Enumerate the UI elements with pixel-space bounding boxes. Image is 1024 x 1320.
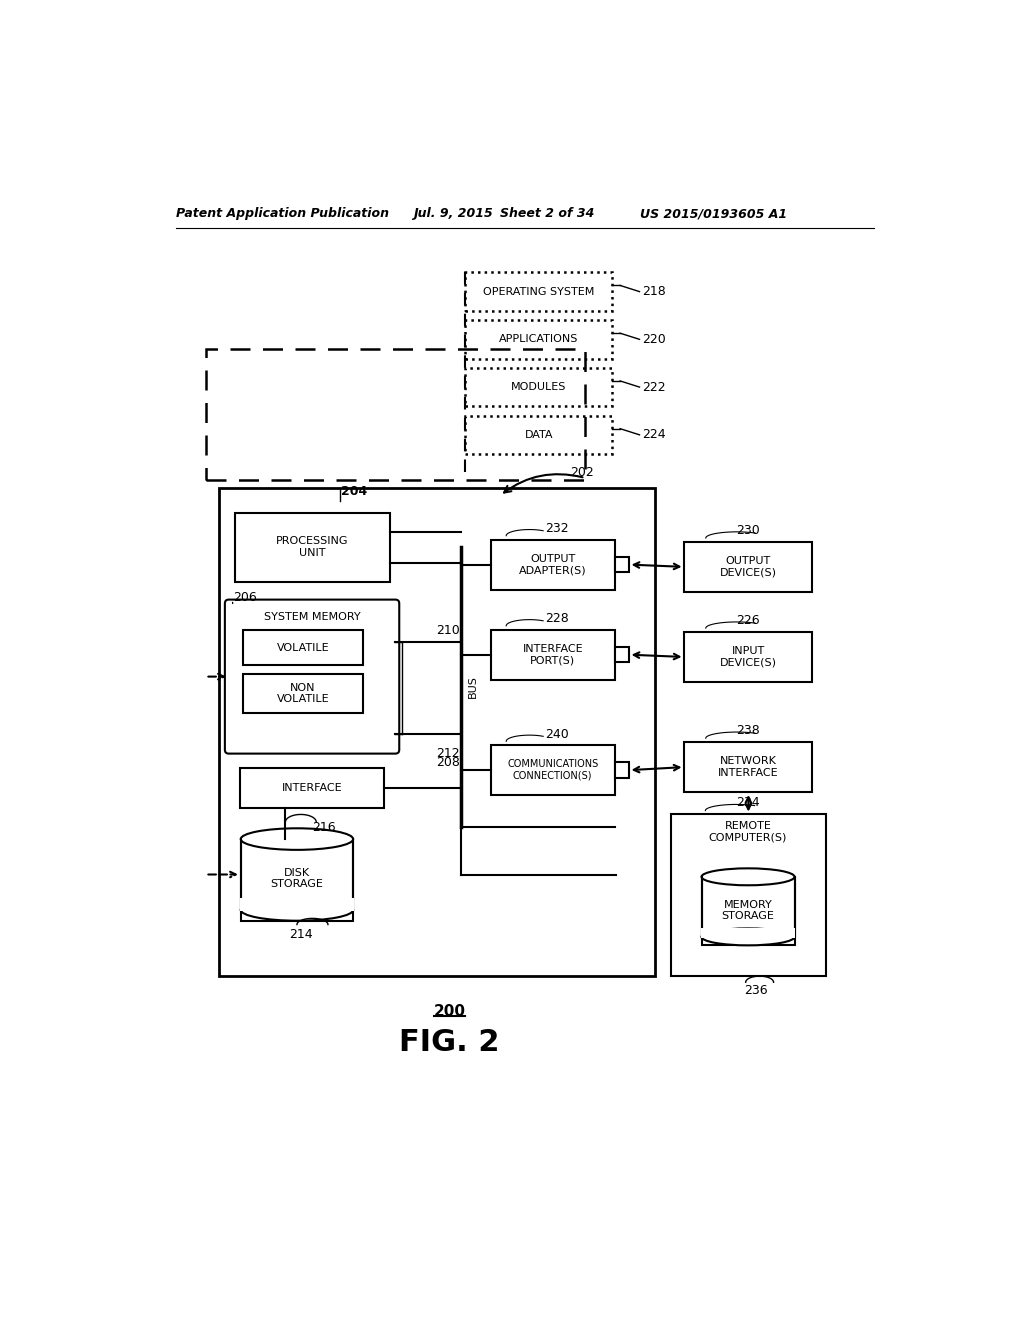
Text: 224: 224 — [642, 428, 666, 441]
Text: DISK
STORAGE: DISK STORAGE — [270, 867, 324, 890]
Ellipse shape — [701, 928, 795, 945]
Text: 200: 200 — [433, 1005, 466, 1019]
Text: 214: 214 — [289, 928, 312, 941]
Text: COMMUNICATIONS
CONNECTION(S): COMMUNICATIONS CONNECTION(S) — [507, 759, 598, 781]
Bar — [465, 416, 612, 454]
Bar — [465, 272, 612, 312]
Bar — [684, 742, 812, 792]
Text: OUTPUT
ADAPTER(S): OUTPUT ADAPTER(S) — [519, 554, 587, 576]
Text: 220: 220 — [642, 333, 666, 346]
Bar — [614, 557, 629, 573]
Ellipse shape — [701, 869, 795, 886]
Bar — [219, 488, 655, 977]
FancyBboxPatch shape — [225, 599, 399, 754]
Ellipse shape — [241, 899, 353, 921]
Text: BUS: BUS — [467, 676, 477, 698]
Text: 230: 230 — [736, 524, 760, 537]
Text: OPERATING SYSTEM: OPERATING SYSTEM — [483, 286, 595, 297]
Text: 202: 202 — [569, 466, 594, 479]
Text: 204: 204 — [341, 486, 368, 499]
Bar — [234, 512, 390, 582]
Bar — [671, 814, 825, 977]
Bar — [684, 632, 812, 682]
Text: US 2015/0193605 A1: US 2015/0193605 A1 — [640, 207, 786, 220]
Text: REMOTE
COMPUTER(S): REMOTE COMPUTER(S) — [709, 821, 787, 842]
Bar — [490, 630, 614, 680]
Text: INTERFACE: INTERFACE — [282, 783, 342, 793]
Text: Jul. 9, 2015: Jul. 9, 2015 — [414, 207, 493, 220]
Bar — [700, 928, 796, 937]
Bar — [243, 675, 362, 713]
Bar — [701, 876, 795, 945]
Text: Patent Application Publication: Patent Application Publication — [176, 207, 389, 220]
Text: INTERFACE
PORT(S): INTERFACE PORT(S) — [522, 644, 583, 665]
Bar — [465, 368, 612, 407]
Bar — [614, 763, 629, 777]
Bar — [241, 768, 384, 808]
Text: MODULES: MODULES — [511, 381, 566, 392]
Text: 238: 238 — [736, 723, 760, 737]
Text: 212: 212 — [436, 747, 460, 760]
Text: 236: 236 — [744, 983, 768, 997]
Text: 232: 232 — [545, 523, 568, 536]
Text: MEMORY
STORAGE: MEMORY STORAGE — [722, 900, 774, 921]
Bar — [614, 647, 629, 663]
Text: NON
VOLATILE: NON VOLATILE — [276, 682, 329, 705]
Text: VOLATILE: VOLATILE — [276, 643, 329, 652]
Bar — [206, 350, 586, 480]
Bar — [490, 540, 614, 590]
Bar — [243, 631, 362, 665]
Text: 226: 226 — [736, 614, 760, 627]
Text: FIG. 2: FIG. 2 — [399, 1028, 500, 1057]
Bar — [490, 744, 614, 795]
Text: 218: 218 — [642, 285, 666, 298]
Text: SYSTEM MEMORY: SYSTEM MEMORY — [264, 612, 360, 622]
Text: APPLICATIONS: APPLICATIONS — [499, 334, 579, 345]
Text: Sheet 2 of 34: Sheet 2 of 34 — [500, 207, 594, 220]
Bar — [241, 840, 353, 921]
Text: NETWORK
INTERFACE: NETWORK INTERFACE — [718, 756, 778, 777]
Text: PROCESSING
UNIT: PROCESSING UNIT — [276, 536, 349, 558]
Bar — [684, 543, 812, 591]
Text: 216: 216 — [312, 821, 336, 834]
Ellipse shape — [241, 829, 353, 850]
Bar — [240, 899, 354, 911]
Text: 240: 240 — [545, 727, 568, 741]
Text: 222: 222 — [642, 380, 666, 393]
Text: 208: 208 — [436, 755, 460, 768]
Text: 228: 228 — [545, 612, 568, 626]
Text: 234: 234 — [736, 796, 760, 809]
Text: OUTPUT
DEVICE(S): OUTPUT DEVICE(S) — [720, 556, 777, 578]
Bar — [465, 321, 612, 359]
Text: 210: 210 — [436, 624, 460, 638]
Text: 206: 206 — [232, 591, 256, 603]
Text: INPUT
DEVICE(S): INPUT DEVICE(S) — [720, 647, 777, 668]
Text: DATA: DATA — [524, 430, 553, 440]
